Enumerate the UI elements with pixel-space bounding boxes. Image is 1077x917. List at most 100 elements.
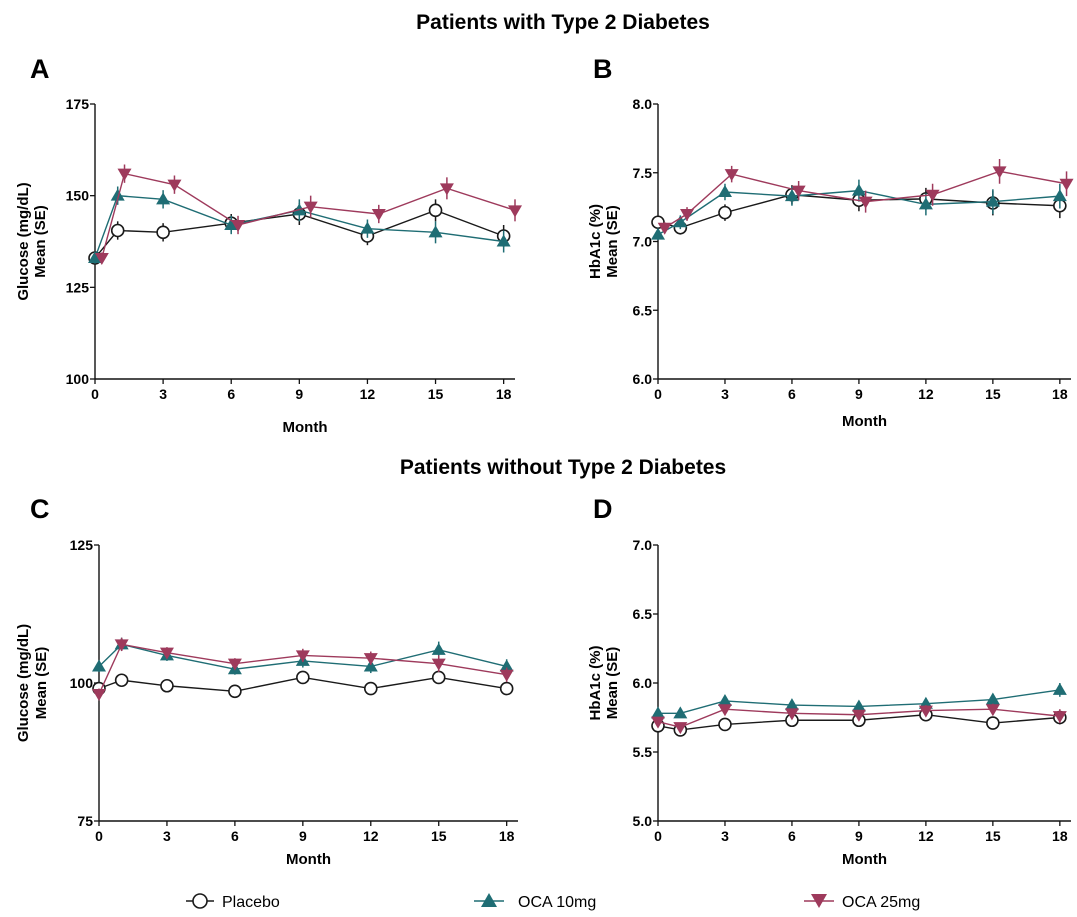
legend-marker-placebo — [192, 893, 208, 909]
panel-letter-a: A — [30, 54, 50, 84]
x-tick-label: 15 — [428, 386, 444, 402]
data-point-oca-10mg — [92, 659, 106, 672]
data-point-oca-10mg — [717, 693, 732, 706]
data-point-oca-10mg — [717, 185, 732, 197]
data-point-oca-10mg — [156, 192, 171, 205]
y-tick-label: 7.0 — [633, 234, 653, 250]
data-point-oca-10mg — [651, 706, 665, 719]
data-point-oca-10mg — [673, 706, 688, 719]
data-point-oca-25mg — [925, 189, 940, 202]
x-tick-label: 12 — [918, 386, 934, 402]
data-point-oca-25mg — [431, 658, 446, 671]
x-tick-label: 6 — [231, 828, 239, 844]
data-point-oca-10mg — [918, 197, 933, 210]
data-point-oca-10mg — [651, 227, 665, 240]
y-tick-label: 6.0 — [633, 371, 653, 387]
x-tick-label: 12 — [918, 828, 934, 844]
x-tick-label: 9 — [299, 828, 307, 844]
data-point-oca-10mg — [673, 215, 688, 228]
data-point-oca-25mg — [227, 658, 242, 671]
data-point-placebo — [114, 673, 129, 688]
data-point-placebo — [499, 681, 514, 696]
x-tick-label: 3 — [163, 828, 171, 844]
x-tick-label: 15 — [985, 386, 1001, 402]
y-tick-label: 125 — [70, 537, 94, 553]
legend-item-placebo: Placebo — [186, 893, 280, 911]
y-tick-label: 125 — [66, 279, 90, 295]
x-tick-label: 6 — [788, 386, 796, 402]
panel-d: D 5.0 5.5 6.0 6.5 7.0 0 3 6 9 12 15 18 Month HbA1c (%)… — [587, 494, 1071, 868]
data-point-oca-10mg — [499, 659, 514, 672]
x-tick-label: 0 — [95, 828, 103, 844]
x-tick-label: 0 — [654, 386, 662, 402]
data-point-oca-25mg — [791, 185, 806, 198]
series-line-oca-25mg — [657, 708, 1060, 728]
x-tick-label: 18 — [496, 386, 512, 402]
series-line-placebo — [98, 676, 507, 692]
y-axis-label-a: Glucose (mg/dL) — [15, 182, 32, 300]
x-tick-label: 15 — [985, 828, 1001, 844]
y-tick-label: 5.0 — [633, 813, 653, 829]
data-point-oca-25mg — [92, 689, 106, 702]
x-tick-label: 9 — [295, 386, 303, 402]
data-point-oca-25mg — [992, 166, 1007, 179]
data-point-oca-25mg — [117, 168, 132, 181]
y-tick-label: 75 — [77, 813, 93, 829]
y-tick-label: 7.5 — [633, 165, 653, 181]
data-point-oca-10mg — [985, 194, 1000, 207]
data-point-placebo — [228, 684, 242, 699]
legend-marker-oca-10mg — [481, 893, 497, 907]
data-point-oca-25mg — [1059, 178, 1074, 191]
x-tick-label: 12 — [363, 828, 379, 844]
data-point-oca-10mg — [363, 659, 378, 672]
data-point-placebo — [156, 225, 170, 240]
y-tick-label: 100 — [70, 675, 94, 691]
data-point-oca-25mg — [508, 205, 522, 218]
data-point-oca-10mg — [110, 188, 125, 201]
x-tick-label: 18 — [1052, 828, 1068, 844]
panel-letter-b: B — [593, 54, 613, 84]
legend-label-oca-25mg: OCA 25mg — [842, 894, 920, 911]
series-line-oca-25mg — [98, 643, 507, 695]
x-tick-label: 6 — [788, 828, 796, 844]
y-axis-label-2-a: Mean (SE) — [32, 205, 49, 278]
data-point-oca-25mg — [1052, 711, 1067, 724]
panel-a: A 100 125 150 175 0 3 6 9 12 15 18 Month Glucose (mg/… — [15, 54, 522, 436]
panel-b: B 6.0 6.5 7.0 7.5 8.0 0 3 6 9 12 15 18 Month HbA1c (%)… — [587, 54, 1074, 430]
x-tick-label: 0 — [654, 828, 662, 844]
data-point-oca-10mg — [88, 251, 102, 263]
data-point-oca-10mg — [985, 692, 1000, 705]
data-point-oca-10mg — [851, 699, 866, 712]
data-point-oca-25mg — [167, 179, 182, 192]
legend-item-oca-10mg: OCA 10mg — [474, 893, 596, 911]
data-point-oca-25mg — [784, 708, 799, 721]
y-axis-label-2-c: Mean (SE) — [33, 647, 50, 720]
data-point-oca-10mg — [360, 221, 375, 234]
data-point-oca-25mg — [159, 647, 174, 660]
y-axis-label-b: HbA1c (%) — [587, 204, 604, 279]
section-title-without-diabetes: Patients without Type 2 Diabetes — [400, 456, 726, 479]
data-point-oca-25mg — [918, 705, 933, 718]
data-point-oca-10mg — [496, 234, 511, 247]
legend-label-placebo: Placebo — [222, 894, 280, 911]
legend-item-oca-25mg: OCA 25mg — [804, 894, 920, 911]
y-tick-label: 8.0 — [633, 96, 653, 112]
x-tick-label: 15 — [431, 828, 447, 844]
data-point-oca-25mg — [985, 704, 1000, 717]
data-point-oca-10mg — [431, 642, 446, 655]
y-tick-label: 175 — [66, 96, 90, 112]
data-point-oca-10mg — [1052, 189, 1067, 202]
data-point-placebo — [431, 670, 446, 685]
x-tick-label: 9 — [855, 828, 863, 844]
x-tick-label: 3 — [159, 386, 167, 402]
series-line-oca-25mg — [101, 172, 516, 259]
section-title-with-diabetes: Patients with Type 2 Diabetes — [416, 11, 710, 34]
data-point-oca-10mg — [784, 189, 799, 202]
y-tick-label: 100 — [66, 371, 90, 387]
data-point-oca-25mg — [858, 196, 873, 209]
data-point-placebo — [160, 678, 174, 693]
data-point-oca-25mg — [851, 709, 866, 722]
x-tick-label: 6 — [227, 386, 235, 402]
y-axis-label-2-b: Mean (SE) — [604, 205, 621, 278]
data-point-oca-25mg — [363, 653, 378, 666]
